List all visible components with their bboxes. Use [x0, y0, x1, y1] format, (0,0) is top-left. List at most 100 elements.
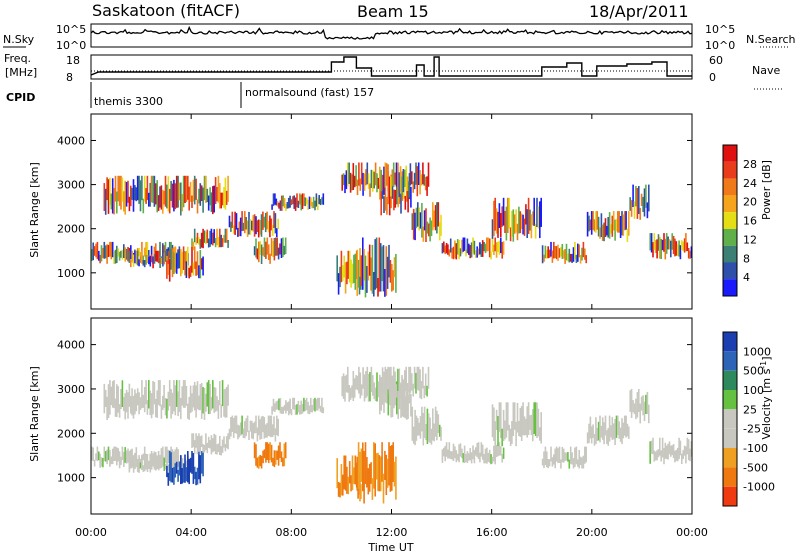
echo-cell: [445, 442, 448, 457]
echo-cell: [678, 240, 680, 257]
echo-cell: [155, 398, 157, 418]
echo-cell: [343, 255, 345, 278]
echo-cell: [209, 384, 211, 414]
echo-cell: [406, 176, 409, 191]
echo-cell: [401, 375, 403, 399]
echo-cell: [235, 213, 238, 230]
echo-cell: [139, 180, 142, 212]
echo-cell: [353, 175, 356, 188]
echo-cell: [590, 426, 593, 444]
echo-cell: [383, 196, 385, 213]
echo-cell: [339, 482, 341, 498]
freq-right-label: Nave: [752, 64, 780, 77]
echo-cell: [286, 402, 289, 411]
power-colorbar: 28 24 20 16 12 8 4: [722, 144, 757, 297]
frequency-series: [90, 56, 692, 77]
echo-cell: [198, 265, 200, 279]
echo-cell: [487, 237, 490, 251]
echo-cell: [195, 433, 197, 448]
echo-cell: [356, 375, 359, 391]
echo-cell: [544, 245, 547, 259]
echo-cell: [433, 423, 435, 442]
echo-cell: [615, 415, 618, 438]
colorbar-tick-label: 4: [743, 271, 750, 284]
beam-title: Beam 15: [357, 2, 429, 21]
echo-cell: [134, 452, 136, 468]
echo-cell: [187, 175, 189, 200]
echo-cell: [239, 422, 242, 436]
echo-cell: [427, 413, 430, 442]
echo-cell: [117, 175, 119, 202]
echo-cell: [139, 251, 142, 259]
echo-cell: [121, 446, 124, 461]
echo-cell: [518, 206, 520, 234]
freq-left-tick-top: 18: [66, 54, 80, 67]
echo-cell: [142, 453, 145, 461]
echo-cell: [541, 245, 544, 264]
echo-cell: [483, 242, 485, 252]
echo-cell: [640, 396, 643, 411]
echo-cell: [187, 403, 189, 419]
echo-cell: [557, 244, 559, 261]
echo-cell: [167, 449, 170, 463]
echo-cell: [568, 248, 571, 263]
echo-cell: [95, 243, 97, 258]
echo-cell: [142, 255, 145, 263]
echo-cell: [210, 228, 213, 245]
echo-cell: [159, 257, 161, 268]
echo-cell: [491, 237, 494, 252]
echo-cell: [296, 193, 298, 208]
echo-cell: [586, 211, 589, 237]
echo-cell: [527, 402, 530, 435]
echo-cell: [518, 420, 520, 437]
echo-cell: [184, 454, 186, 483]
echo-cell: [265, 241, 267, 259]
echo-cell: [248, 211, 250, 235]
echo-cell: [282, 406, 284, 414]
echo-cell: [419, 170, 421, 195]
colorbar-segment: [723, 467, 737, 487]
echo-cell: [422, 162, 424, 185]
echo-cell: [426, 385, 428, 397]
echo-cell: [168, 451, 171, 481]
echo-cell: [432, 202, 434, 231]
echo-cell: [225, 190, 228, 205]
echo-cell: [562, 448, 565, 463]
echo-cell: [143, 175, 146, 202]
echo-cell: [370, 462, 372, 484]
echo-cell: [675, 241, 678, 256]
echo-cell: [353, 467, 355, 484]
echo-cell: [270, 415, 273, 438]
y-tick-label: 1000: [57, 472, 85, 485]
echo-cell: [130, 185, 132, 207]
echo-cell: [394, 172, 396, 185]
echo-cell: [675, 449, 678, 461]
echo-cell: [679, 440, 682, 456]
echo-cell: [621, 418, 623, 445]
echo-cell: [571, 452, 573, 465]
echo-cell: [387, 366, 389, 390]
echo-cell: [516, 402, 519, 433]
echo-cell: [497, 445, 499, 457]
echo-cell: [282, 237, 284, 258]
echo-cell: [526, 209, 528, 238]
echo-cell: [164, 250, 167, 262]
echo-cell: [427, 223, 430, 237]
echo-cell: [427, 366, 430, 389]
echo-cell: [264, 212, 267, 233]
echo-cell: [622, 214, 625, 236]
echo-cell: [449, 238, 452, 253]
echo-cell: [159, 186, 161, 208]
echo-cell: [345, 374, 348, 393]
echo-cell: [363, 248, 365, 281]
echo-cell: [160, 257, 163, 265]
echo-cell: [372, 170, 374, 192]
echo-cell: [221, 439, 224, 453]
echo-cell: [495, 208, 498, 234]
echo-cell: [138, 455, 140, 468]
echo-cell: [143, 461, 146, 472]
echo-cell: [202, 444, 204, 453]
echo-cell: [672, 235, 675, 255]
echo-cell: [96, 241, 99, 260]
y-tick-label: 1000: [57, 267, 85, 280]
